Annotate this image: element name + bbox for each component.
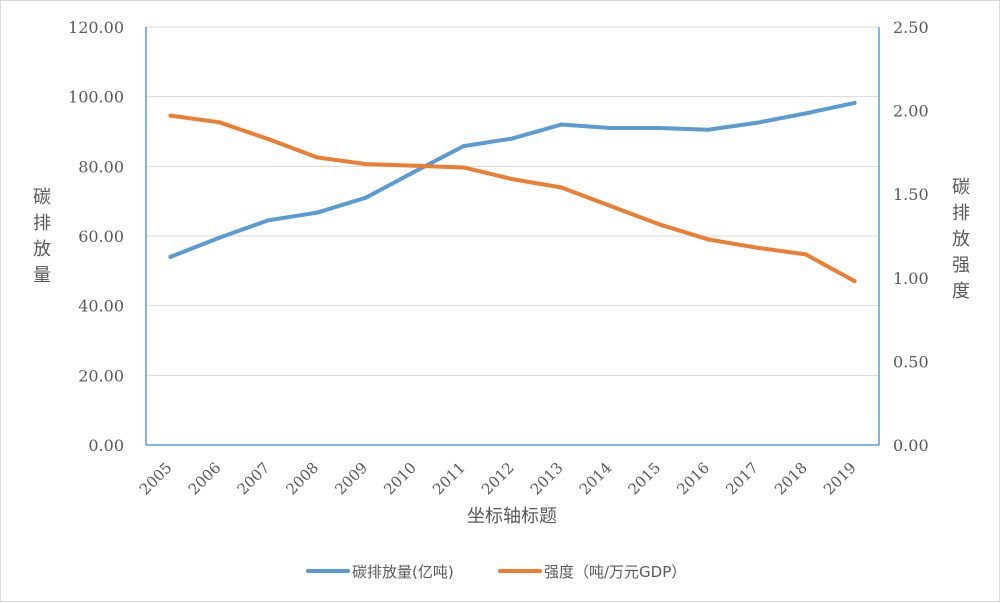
series-2-point [705,237,710,242]
series-1-point [266,218,271,223]
series-1-point [363,195,368,200]
right-axis-ticks: 0.00 0.50 1.00 1.50 2.00 2.50 [893,18,929,455]
series-2-point [803,252,808,257]
left-axis-ticks: 0.00 20.00 40.00 60.00 80.00 100.00 120.00 [68,18,124,455]
series-2-point [217,120,222,125]
left-tick-label: 40.00 [78,297,124,316]
series-2-point [461,165,466,170]
x-tick-label: 2005 [136,459,176,499]
series-2-point [608,203,613,208]
series-1-point [461,144,466,149]
legend: 碳排放量(亿吨) 强度（吨/万元GDP） [306,563,686,581]
right-tick-label: 2.50 [893,18,929,37]
series-2-point [559,185,564,190]
left-axis-title: 碳排放量 [33,187,51,286]
series-1-point [754,120,759,125]
left-tick-label: 20.00 [78,366,124,385]
series-1-point [510,136,515,141]
series-layer [168,100,857,284]
legend-label-1: 碳排放量(亿吨) [352,563,454,581]
x-tick-label: 2010 [380,459,420,499]
series-2-point [266,137,271,142]
left-tick-label: 80.00 [78,157,124,176]
grid-layer [146,26,879,376]
x-tick-label: 2014 [576,459,616,499]
x-tick-label: 2006 [185,459,225,499]
x-axis-ticks: 2005 2006 2007 2008 2009 2010 2011 2012 2013 2014… [136,459,860,499]
series-1-point [217,235,222,240]
right-tick-label: 1.50 [893,185,929,204]
left-tick-label: 120.00 [68,18,124,37]
x-tick-label: 2008 [282,459,322,499]
series-1-point [657,126,662,131]
series-1-point [412,169,417,174]
series-2-point [657,222,662,227]
series-1-point [608,126,613,131]
right-tick-label: 1.00 [893,269,929,288]
series-2-point [315,155,320,160]
x-tick-label: 2017 [722,459,762,499]
x-tick-label: 2015 [625,459,665,499]
left-tick-label: 100.00 [68,88,124,107]
series-2-point [412,163,417,168]
series-1-point [315,210,320,215]
right-axis-title: 碳排放强度 [952,177,970,302]
right-tick-label: 0.50 [893,352,929,371]
series-1-point [705,127,710,132]
series-1-point [852,100,857,105]
x-tick-label: 2011 [429,459,469,499]
right-tick-label: 0.00 [893,436,929,455]
x-tick-label: 2007 [234,459,274,499]
x-tick-label: 2019 [820,459,860,499]
series-2-point [510,177,515,182]
series-2-point [168,113,173,118]
x-tick-label: 2009 [331,459,371,499]
series-2-point [363,162,368,167]
series-1-point [559,122,564,127]
x-tick-label: 2012 [478,459,518,499]
x-tick-label: 2018 [771,459,811,499]
series-1-point [168,254,173,259]
series-1-point [803,111,808,116]
left-tick-label: 60.00 [78,227,124,246]
series-2-point [852,279,857,284]
axis-layer [145,27,880,446]
x-tick-label: 2016 [673,459,713,499]
left-tick-label: 0.00 [88,436,124,455]
legend-label-2: 强度（吨/万元GDP） [544,563,686,581]
x-tick-label: 2013 [527,459,567,499]
series-2-point [754,245,759,250]
right-tick-label: 2.00 [893,102,929,121]
x-axis-title: 坐标轴标题 [467,506,557,527]
